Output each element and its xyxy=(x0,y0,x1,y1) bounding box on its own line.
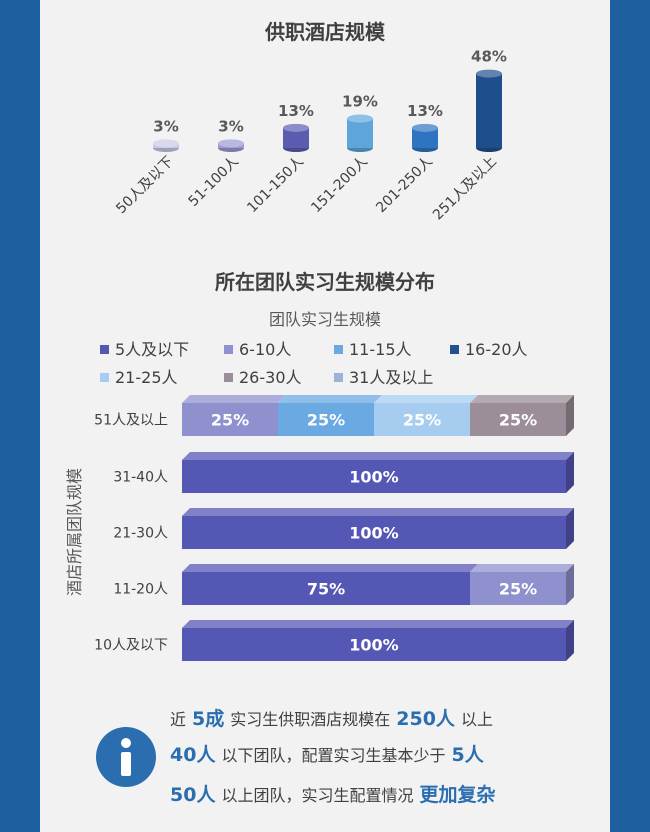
segment-label: 100% xyxy=(349,468,398,487)
legend-swatch xyxy=(334,373,343,382)
bar-segment xyxy=(182,395,286,436)
bar-3 xyxy=(347,114,373,152)
legend-item: 11-15人 xyxy=(334,336,412,360)
info-icon xyxy=(96,727,156,787)
bar-value-4: 13% xyxy=(407,102,443,120)
bar-5 xyxy=(476,69,502,152)
row-label-0: 51人及以上 xyxy=(94,413,168,429)
bar-segment xyxy=(182,452,574,493)
info-line-1: 近 5成 实习生供职酒店规模在 250人 以上 xyxy=(170,708,493,730)
legend-item: 6-10人 xyxy=(224,336,291,360)
info-line-2: 40人 以下团队，配置实习生基本少于 5人 xyxy=(170,744,484,766)
chart1-title: 供职酒店规模 xyxy=(265,20,385,44)
category-label-0: 50人及以下 xyxy=(113,154,177,218)
legend-swatch xyxy=(224,373,233,382)
bar-segment xyxy=(470,564,574,605)
bar-segment xyxy=(278,395,382,436)
legend-swatch xyxy=(224,345,233,354)
legend-label: 31人及以上 xyxy=(349,368,434,387)
bar-0 xyxy=(153,139,179,152)
legend-swatch xyxy=(334,345,343,354)
bar-segment xyxy=(182,564,478,605)
category-label-4: 201-250人 xyxy=(373,154,436,217)
bar-segment xyxy=(374,395,478,436)
segment-label: 25% xyxy=(307,411,345,430)
row-label-4: 10人及以下 xyxy=(94,638,168,654)
category-label-5: 251人及以上 xyxy=(430,154,500,224)
legend-item: 31人及以上 xyxy=(334,364,433,388)
category-label-3: 151-200人 xyxy=(308,154,371,217)
bar-value-1: 3% xyxy=(218,117,243,135)
legend-label: 16-20人 xyxy=(465,340,528,359)
segment-label: 100% xyxy=(349,524,398,543)
hotel-size-chart: 3% 50人及以下 3% 51-100人 13% 101-150人 19% 151-200人 1… xyxy=(113,48,507,224)
info-line-3: 50人 以上团队，实习生配置情况 更加复杂 xyxy=(170,784,496,806)
y-axis-label: 酒店所属团队规模 xyxy=(65,468,84,596)
intern-team-chart: 酒店所属团队规模 51人及以上 25% 25% 25% 25% 31-40人 100% 21-3… xyxy=(65,395,574,661)
legend-swatch xyxy=(100,373,109,382)
legend-label: 26-30人 xyxy=(239,368,302,387)
segment-label: 25% xyxy=(499,411,537,430)
bar-segment xyxy=(182,620,574,661)
legend-item: 26-30人 xyxy=(224,364,302,388)
legend-label: 11-15人 xyxy=(349,340,412,359)
bar-segment xyxy=(182,508,574,549)
bar-value-5: 48% xyxy=(471,48,507,66)
segment-label: 25% xyxy=(211,411,249,430)
bar-2 xyxy=(283,123,309,152)
row-label-3: 11-20人 xyxy=(113,582,168,598)
chart2-legend: 5人及以下 6-10人 11-15人 16-20人 21-25人 26-30人 31人及以上 xyxy=(100,336,580,392)
chart2-title: 所在团队实习生规模分布 xyxy=(215,270,435,294)
legend-item: 21-25人 xyxy=(100,364,178,388)
legend-item: 16-20人 xyxy=(450,336,528,360)
category-label-1: 51-100人 xyxy=(186,154,242,210)
segment-label: 25% xyxy=(403,411,441,430)
legend-label: 5人及以下 xyxy=(115,340,190,359)
legend-label: 6-10人 xyxy=(239,340,292,359)
bar-1 xyxy=(218,139,244,152)
bar-value-2: 13% xyxy=(278,102,314,120)
legend-label: 21-25人 xyxy=(115,368,178,387)
bar-4 xyxy=(412,123,438,152)
row-label-2: 21-30人 xyxy=(113,526,168,542)
legend-swatch xyxy=(100,345,109,354)
chart2-subtitle: 团队实习生规模 xyxy=(268,310,381,329)
bar-segment xyxy=(470,395,574,436)
bar-value-0: 3% xyxy=(153,117,178,135)
row-label-1: 31-40人 xyxy=(113,470,168,486)
category-label-2: 101-150人 xyxy=(244,154,307,217)
segment-label: 75% xyxy=(307,580,345,599)
segment-label: 100% xyxy=(349,636,398,655)
legend-swatch xyxy=(450,345,459,354)
segment-label: 25% xyxy=(499,580,537,599)
legend-item: 5人及以下 xyxy=(100,336,189,360)
bar-value-3: 19% xyxy=(342,93,378,111)
